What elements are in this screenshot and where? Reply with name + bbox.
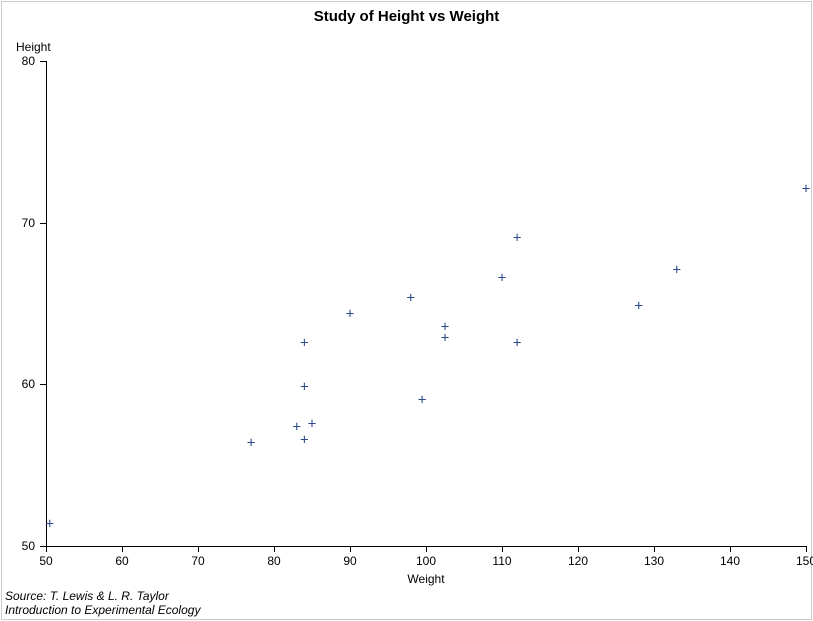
x-tick-label: 60 bbox=[115, 554, 128, 568]
y-tick-label: 60 bbox=[22, 377, 35, 391]
scatter-marker: + bbox=[300, 433, 309, 448]
x-axis-title: Weight bbox=[46, 572, 806, 586]
scatter-marker: + bbox=[300, 380, 309, 395]
x-tick bbox=[198, 546, 199, 552]
footnote-line-1: Source: T. Lewis & L. R. Taylor bbox=[5, 589, 200, 603]
x-tick bbox=[122, 546, 123, 552]
scatter-marker: + bbox=[513, 231, 522, 246]
x-tick bbox=[46, 546, 47, 552]
x-tick bbox=[730, 546, 731, 552]
x-tick-label: 50 bbox=[39, 554, 52, 568]
chart-title: Study of Height vs Weight bbox=[2, 8, 811, 25]
x-tick bbox=[578, 546, 579, 552]
scatter-marker: + bbox=[672, 264, 681, 279]
y-axis-line bbox=[46, 61, 47, 546]
x-tick bbox=[350, 546, 351, 552]
footnote-line-2: Introduction to Experimental Ecology bbox=[5, 603, 200, 617]
scatter-marker: + bbox=[513, 336, 522, 351]
y-tick bbox=[40, 61, 46, 62]
x-tick-label: 130 bbox=[644, 554, 664, 568]
y-tick bbox=[40, 223, 46, 224]
x-tick-label: 140 bbox=[720, 554, 740, 568]
scatter-marker: + bbox=[300, 336, 309, 351]
x-tick-label: 110 bbox=[492, 554, 511, 568]
scatter-marker: + bbox=[418, 393, 427, 408]
plot-area bbox=[46, 61, 806, 546]
x-tick-label: 100 bbox=[416, 554, 436, 568]
scatter-marker: + bbox=[247, 437, 256, 452]
y-tick bbox=[40, 546, 46, 547]
x-tick bbox=[502, 546, 503, 552]
scatter-marker: + bbox=[634, 299, 643, 314]
x-tick-label: 70 bbox=[191, 554, 204, 568]
x-tick-label: 90 bbox=[343, 554, 356, 568]
x-tick bbox=[654, 546, 655, 552]
scatter-marker: + bbox=[45, 517, 54, 532]
y-tick bbox=[40, 384, 46, 385]
chart-frame: Study of Height vs Weight Height Weight … bbox=[1, 1, 812, 620]
scatter-marker: + bbox=[801, 183, 810, 198]
scatter-marker: + bbox=[345, 307, 354, 322]
scatter-marker: + bbox=[307, 417, 316, 432]
x-tick-label: 150 bbox=[796, 554, 813, 568]
scatter-marker: + bbox=[406, 291, 415, 306]
x-tick bbox=[806, 546, 807, 552]
x-tick bbox=[426, 546, 427, 552]
scatter-marker: + bbox=[440, 320, 449, 335]
y-tick-label: 80 bbox=[22, 54, 35, 68]
y-tick-label: 50 bbox=[22, 539, 35, 553]
x-tick bbox=[274, 546, 275, 552]
chart-footnote: Source: T. Lewis & L. R. Taylor Introduc… bbox=[5, 589, 200, 617]
x-tick-label: 80 bbox=[267, 554, 280, 568]
y-tick-label: 70 bbox=[22, 216, 35, 230]
y-axis-title: Height bbox=[16, 40, 51, 54]
x-tick-label: 120 bbox=[568, 554, 588, 568]
scatter-marker: + bbox=[497, 272, 506, 287]
